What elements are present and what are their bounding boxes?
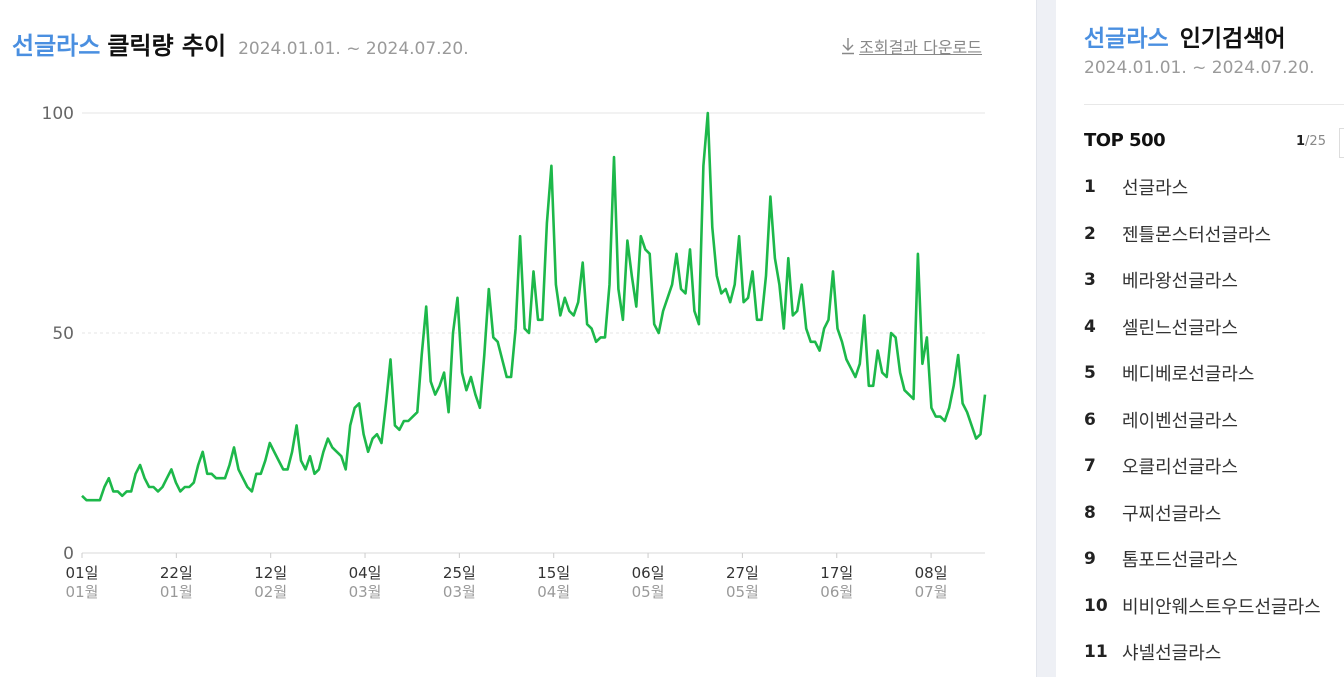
x-tick-day: 12일 — [254, 564, 287, 582]
heading-keyword: 선글라스 — [12, 32, 101, 60]
y-tick-label: 50 — [52, 324, 74, 344]
series-line — [81, 111, 987, 502]
rank-keyword: 레이벤선글라스 — [1122, 410, 1238, 432]
x-tick-day: 27일 — [726, 564, 759, 582]
rank-number: 11 — [1084, 642, 1108, 663]
ranking-item[interactable]: 11 샤넬선글라스 — [1084, 629, 1321, 676]
ranking-item[interactable]: 4 셀린느선글라스 — [1084, 304, 1321, 351]
sidebar-heading: 선글라스 인기검색어 — [1084, 19, 1286, 53]
ranking-item[interactable]: 7 오클리선글라스 — [1084, 443, 1321, 490]
x-tick-day: 22일 — [160, 564, 193, 582]
x-tick-month: 05월 — [632, 583, 665, 601]
x-tick-day: 01일 — [66, 564, 99, 582]
x-tick-month: 05월 — [726, 583, 759, 601]
prev-page-button[interactable] — [1339, 128, 1344, 158]
x-tick-day: 04일 — [349, 564, 382, 582]
sidebar-heading-title: 인기검색어 — [1179, 26, 1286, 52]
rank-keyword: 샤넬선글라스 — [1122, 643, 1222, 665]
download-link[interactable]: 조회결과 다운로드 — [840, 34, 982, 58]
x-tick-month: 04월 — [537, 583, 570, 601]
rank-number: 10 — [1084, 595, 1108, 616]
rank-keyword: 젠틀몬스터선글라스 — [1122, 224, 1272, 246]
x-tick-month: 07월 — [915, 583, 948, 601]
rank-number: 9 — [1084, 549, 1096, 570]
rank-number: 7 — [1084, 456, 1096, 477]
page-current: 1 — [1296, 134, 1306, 149]
ranking-item[interactable]: 8 구찌선글라스 — [1084, 490, 1321, 537]
page-indicator: 1/25 — [1296, 134, 1326, 149]
rank-number: 1 — [1084, 177, 1096, 198]
sidebar-period: 2024.01.01. ~ 2024.07.20. — [1084, 58, 1315, 78]
top-label: TOP 500 — [1084, 130, 1166, 151]
x-tick-day: 15일 — [537, 564, 570, 582]
rank-number: 3 — [1084, 270, 1096, 291]
rank-keyword: 오클리선글라스 — [1122, 457, 1238, 479]
rank-keyword: 선글라스 — [1122, 178, 1189, 200]
sidebar-divider — [1084, 104, 1344, 105]
rank-keyword: 베디베로선글라스 — [1122, 364, 1255, 386]
ranking-list: 1 선글라스 2 젠틀몬스터선글라스 3 베라왕선글라스 4 셀린느선글라스 5 베디베로선글라스… — [1084, 164, 1321, 676]
ranking-item[interactable]: 5 베디베로선글라스 — [1084, 350, 1321, 397]
x-tick-month: 01월 — [66, 583, 99, 601]
popular-keywords-panel: 선글라스 인기검색어 2024.01.01. ~ 2024.07.20. TOP… — [1056, 0, 1344, 677]
x-tick-month: 03월 — [443, 583, 476, 601]
rank-keyword: 톰포드선글라스 — [1122, 550, 1238, 572]
ranking-item[interactable]: 1 선글라스 — [1084, 164, 1321, 211]
download-label: 조회결과 다운로드 — [859, 38, 982, 57]
ranking-item[interactable]: 2 젠틀몬스터선글라스 — [1084, 211, 1321, 258]
ranking-item[interactable]: 10 비비안웨스트우드선글라스 — [1084, 583, 1321, 630]
page-total: /25 — [1305, 134, 1326, 149]
rank-number: 5 — [1084, 363, 1096, 384]
rank-number: 8 — [1084, 502, 1096, 523]
x-tick-day: 25일 — [443, 564, 476, 582]
x-tick-month: 03월 — [349, 583, 382, 601]
heading-period: 2024.01.01. ~ 2024.07.20. — [238, 39, 469, 59]
ranking-item[interactable]: 9 톰포드선글라스 — [1084, 536, 1321, 583]
rank-number: 2 — [1084, 223, 1096, 244]
x-tick-month: 02월 — [254, 583, 287, 601]
rank-keyword: 베라왕선글라스 — [1122, 271, 1238, 293]
chart-heading: 선글라스 클릭량 추이 2024.01.01. ~ 2024.07.20. — [12, 26, 469, 61]
download-icon — [842, 38, 855, 55]
panel-divider — [1036, 0, 1056, 677]
ranking-item[interactable]: 6 레이벤선글라스 — [1084, 397, 1321, 444]
y-tick-label: 0 — [63, 544, 74, 564]
x-tick-day: 08일 — [915, 564, 948, 582]
heading-title: 클릭량 추이 — [107, 32, 227, 60]
rank-number: 6 — [1084, 409, 1096, 430]
x-tick-day: 06일 — [632, 564, 665, 582]
rank-keyword: 구찌선글라스 — [1122, 503, 1222, 525]
rank-keyword: 셀린느선글라스 — [1122, 317, 1238, 339]
x-tick-month: 01월 — [160, 583, 193, 601]
sidebar-heading-keyword: 선글라스 — [1084, 26, 1169, 52]
rank-number: 4 — [1084, 316, 1096, 337]
ranking-item[interactable]: 3 베라왕선글라스 — [1084, 257, 1321, 304]
x-tick-day: 17일 — [820, 564, 853, 582]
y-tick-label: 100 — [42, 104, 74, 124]
x-tick-month: 06월 — [820, 583, 853, 601]
click-trend-panel: 선글라스 클릭량 추이 2024.01.01. ~ 2024.07.20. 조회… — [12, 26, 987, 601]
rank-keyword: 비비안웨스트우드선글라스 — [1122, 596, 1321, 618]
